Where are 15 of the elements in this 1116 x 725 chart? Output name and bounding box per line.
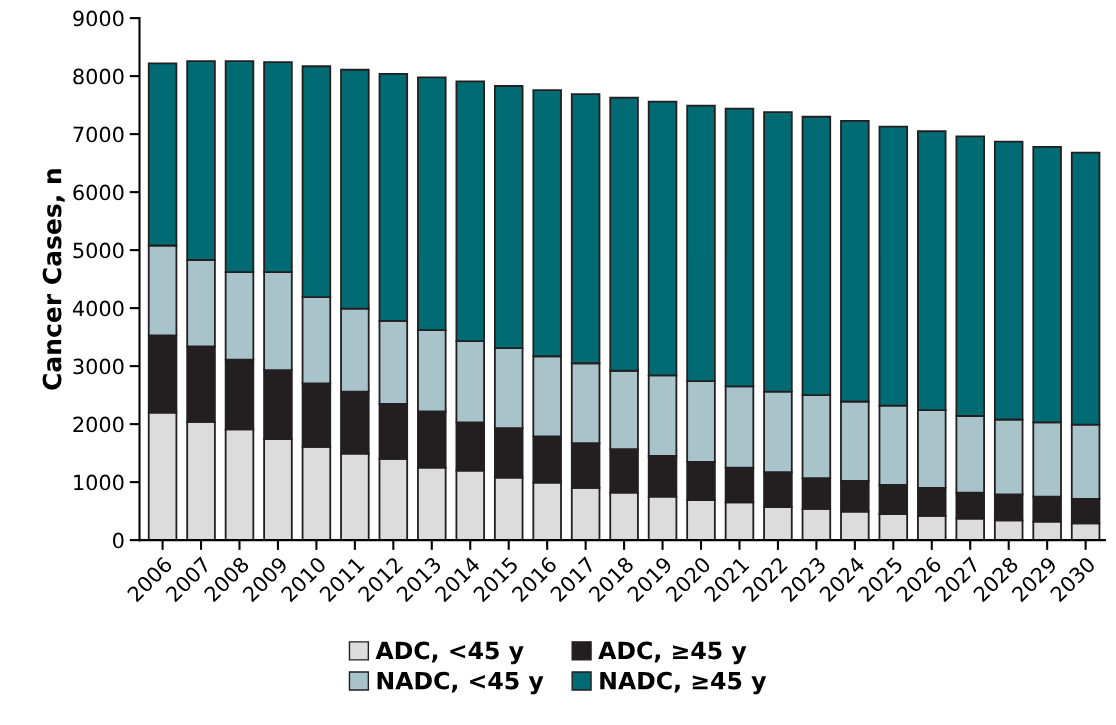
y-tick-label: 5000	[73, 242, 124, 259]
y-tick-label: 1000	[74, 474, 124, 491]
y-tick-label: 3000	[73, 358, 124, 375]
legend-label: NADC, ≥45 y	[600, 671, 767, 695]
y-tick-label: 8000	[73, 68, 124, 85]
y-tick-label: 2000	[73, 416, 124, 433]
y-axis-title: Cancer Cases, n	[42, 169, 65, 390]
y-tick-label: 7000	[73, 126, 124, 143]
legend-label: ADC, <45 y	[375, 641, 524, 665]
y-tick-label: 6000	[73, 184, 124, 201]
legend-label: NADC, <45 y	[377, 671, 544, 695]
y-tick-label: 0	[113, 532, 124, 549]
y-tick-label: 9000	[73, 10, 124, 27]
legend-label: ADC, ≥45 y	[598, 641, 747, 665]
y-tick-label: 4000	[72, 300, 124, 317]
